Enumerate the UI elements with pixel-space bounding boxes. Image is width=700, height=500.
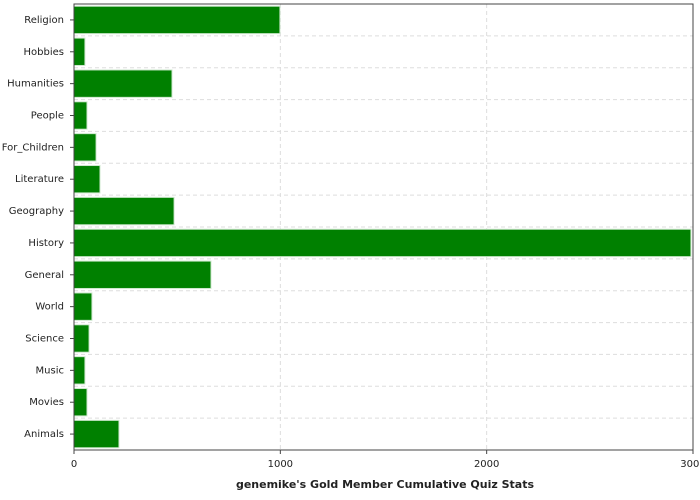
- bar: [73, 292, 93, 321]
- bar: [73, 69, 173, 98]
- y-tick-label: Music: [36, 365, 64, 376]
- bar: [73, 101, 88, 130]
- y-tick-label: Animals: [24, 429, 64, 440]
- bar: [73, 324, 90, 353]
- chart-title: genemike's Gold Member Cumulative Quiz S…: [236, 478, 535, 491]
- y-tick-label: Movies: [29, 397, 64, 408]
- x-tick-label: 2000: [474, 459, 499, 470]
- y-tick-label: Humanities: [7, 79, 64, 90]
- y-tick-label: Hobbies: [24, 47, 64, 58]
- y-tick-label: Science: [25, 334, 64, 345]
- bar: [73, 165, 101, 194]
- x-tick-label: 3000: [680, 459, 700, 470]
- y-tick-label: General: [25, 270, 64, 281]
- y-tick-label: Literature: [15, 174, 64, 185]
- plot-frame: [73, 3, 694, 451]
- x-tick-label: 0: [71, 459, 77, 470]
- bar: [73, 37, 86, 66]
- bar: [73, 133, 97, 162]
- y-tick-label: For_Children: [2, 142, 64, 153]
- y-tick-label: World: [35, 302, 64, 313]
- bar: [73, 260, 212, 289]
- bar: [73, 356, 86, 385]
- bar: [73, 196, 175, 226]
- bar: [73, 419, 120, 449]
- y-tick-label: Religion: [24, 15, 64, 26]
- x-tick-label: 1000: [268, 459, 293, 470]
- bar: [73, 5, 281, 35]
- y-tick-label: People: [31, 111, 64, 122]
- y-tick-label: History: [28, 238, 64, 249]
- y-tick-label: Geography: [9, 206, 64, 217]
- bar: [73, 228, 692, 258]
- bar: [73, 388, 88, 417]
